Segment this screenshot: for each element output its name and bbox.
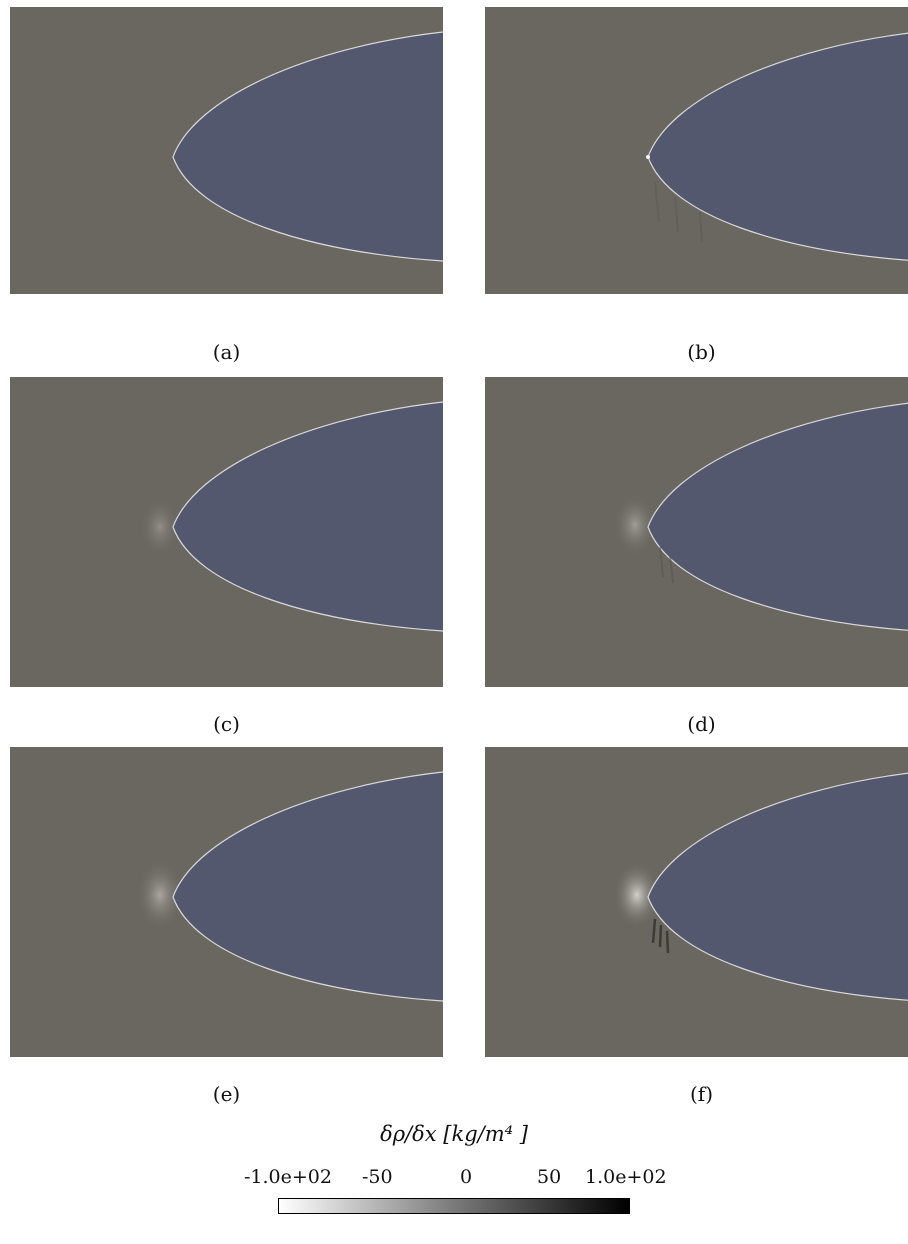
panel-a	[10, 7, 443, 294]
panel-e	[10, 747, 443, 1057]
panel-f	[485, 747, 908, 1057]
colorbar-tick-50: 50	[537, 1166, 562, 1188]
panel-d	[485, 377, 908, 687]
colorbar-gradient	[278, 1198, 630, 1214]
colorbar-tick-max: 1.0e+02	[585, 1166, 667, 1188]
panel-e-caption: (e)	[212, 1082, 241, 1106]
panel-b	[485, 7, 908, 294]
density-gradient-field-a	[10, 7, 443, 294]
panel-c	[10, 377, 443, 687]
colorbar-tick-min: -1.0e+02	[244, 1166, 332, 1188]
panel-d-caption: (d)	[687, 712, 716, 736]
panel-f-caption: (f)	[689, 1082, 713, 1106]
colorbar-tick-neg50: -50	[362, 1166, 393, 1188]
density-gradient-field-d	[485, 377, 908, 687]
density-gradient-field-f	[485, 747, 908, 1057]
density-gradient-field-c	[10, 377, 443, 687]
panel-b-caption: (b)	[687, 340, 716, 364]
density-gradient-field-b	[485, 7, 908, 294]
panel-c-caption: (c)	[213, 712, 240, 736]
density-gradient-field-e	[10, 747, 443, 1057]
colorbar-tick-zero: 0	[460, 1166, 473, 1188]
colorbar-title: δρ/δx [kg/m⁴ ]	[380, 1122, 528, 1146]
panel-a-caption: (a)	[212, 340, 241, 364]
